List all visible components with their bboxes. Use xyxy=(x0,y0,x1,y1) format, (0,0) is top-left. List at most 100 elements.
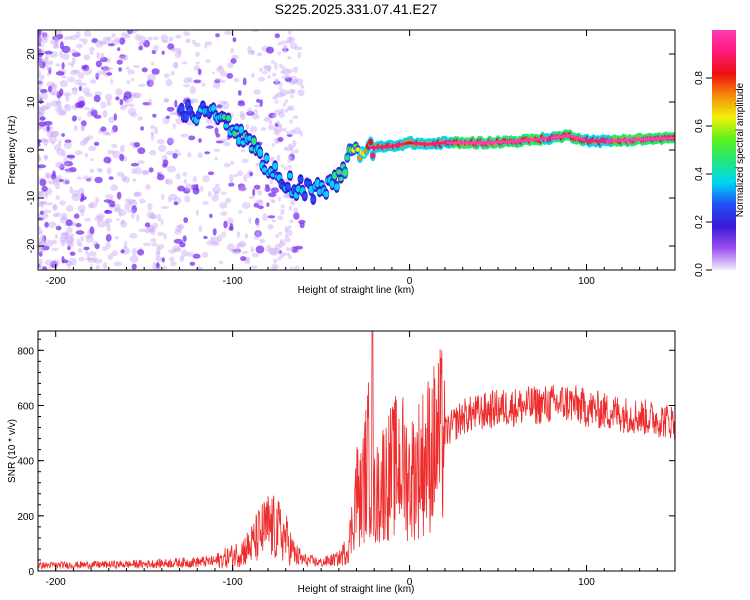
noise-blob xyxy=(46,173,51,180)
colorbar-ticks: 0.0 0.2 0.4 0.6 0.8 xyxy=(694,71,712,277)
snr-panel: -200 -100 0 100 0 200 400 600 800 Height of stra… xyxy=(7,330,676,595)
noise-blob xyxy=(137,160,145,165)
noise-blob xyxy=(292,115,299,119)
noise-blob xyxy=(38,44,46,48)
noise-blob xyxy=(272,95,277,100)
noise-blob xyxy=(80,124,85,132)
noise-blob xyxy=(140,126,145,131)
noise-blob xyxy=(283,146,288,151)
noise-blob xyxy=(284,99,289,104)
noise-blob xyxy=(221,101,230,110)
noise-blob xyxy=(113,113,118,121)
noise-blob xyxy=(77,204,86,213)
noise-blob xyxy=(106,167,112,175)
ridge-blob xyxy=(183,113,189,121)
noise-blob xyxy=(86,253,91,259)
noise-blob xyxy=(78,242,82,248)
noise-blob xyxy=(58,139,62,146)
noise-blob xyxy=(75,223,82,228)
noise-blob xyxy=(44,259,54,266)
noise-blob xyxy=(83,137,91,142)
noise-blob xyxy=(59,51,63,59)
colorbar-label: Normalized spectral amplitude xyxy=(735,82,746,217)
noise-blob xyxy=(51,239,58,245)
noise-blob xyxy=(127,107,136,116)
noise-blob xyxy=(267,215,276,219)
noise-blob xyxy=(283,40,290,44)
noise-blob xyxy=(66,154,76,159)
noise-blob xyxy=(64,180,70,185)
noise-blob xyxy=(167,137,176,145)
noise-blob xyxy=(173,201,179,206)
noise-blob xyxy=(292,139,297,148)
noise-blob xyxy=(156,139,165,145)
noise-blob xyxy=(38,245,45,254)
ridge-blob xyxy=(272,162,278,170)
noise-blob xyxy=(65,219,73,227)
noise-blob xyxy=(276,154,281,162)
noise-blob xyxy=(38,226,41,230)
noise-blob xyxy=(64,168,74,172)
noise-blob xyxy=(76,238,81,246)
noise-blob xyxy=(152,113,157,118)
noise-blob xyxy=(202,251,209,258)
noise-blob xyxy=(214,156,218,161)
spectrogram-ytick-label: 20 xyxy=(26,48,37,60)
noise-blob xyxy=(165,78,173,87)
spectrogram-xtick-label: 100 xyxy=(578,276,595,287)
noise-blob xyxy=(38,95,43,102)
noise-blob xyxy=(241,148,246,153)
noise-blob xyxy=(134,191,142,197)
noise-blob xyxy=(191,184,198,191)
snr-xtick-label: 0 xyxy=(407,577,413,588)
noise-blob xyxy=(230,58,237,64)
noise-blob xyxy=(38,190,48,196)
noise-blob xyxy=(207,171,215,176)
noise-blob xyxy=(288,247,293,252)
ridge-blob xyxy=(225,115,231,122)
noise-blob xyxy=(41,245,50,251)
noise-blob xyxy=(43,154,49,160)
noise-blob xyxy=(82,38,88,45)
noise-blob xyxy=(112,125,118,133)
noise-blob xyxy=(271,142,276,147)
noise-blob xyxy=(266,46,274,54)
noise-blob xyxy=(142,242,152,247)
noise-blob xyxy=(38,110,44,116)
noise-blob xyxy=(111,250,119,257)
noise-blob xyxy=(168,36,174,42)
noise-blob xyxy=(183,187,191,194)
ridge-blob xyxy=(302,193,308,199)
noise-blob xyxy=(90,158,95,162)
noise-blob xyxy=(264,65,272,71)
noise-blob xyxy=(210,241,220,247)
noise-blob xyxy=(98,169,103,173)
noise-blob xyxy=(104,217,113,224)
noise-blob xyxy=(268,119,273,125)
noise-blob xyxy=(150,214,157,220)
noise-blob xyxy=(100,52,105,60)
noise-blob xyxy=(137,147,146,155)
noise-blob xyxy=(134,167,142,175)
noise-blob xyxy=(80,120,87,127)
noise-blob xyxy=(255,222,260,228)
noise-blob xyxy=(223,162,231,168)
noise-blob xyxy=(105,194,114,199)
noise-blob xyxy=(287,155,292,159)
noise-blob xyxy=(39,265,44,270)
noise-blob xyxy=(39,98,43,105)
noise-blob xyxy=(152,222,159,229)
snr-ytick-label: 0 xyxy=(28,567,34,578)
noise-blob xyxy=(263,118,270,122)
noise-blob xyxy=(147,36,153,41)
noise-blob xyxy=(145,184,151,190)
noise-blob xyxy=(252,188,256,197)
noise-blob xyxy=(113,208,123,213)
noise-blob xyxy=(100,126,107,132)
noise-blob xyxy=(38,139,42,144)
spectrogram-ytick-label: 10 xyxy=(26,96,37,108)
noise-blob xyxy=(38,108,45,115)
noise-blob xyxy=(186,251,195,257)
noise-blob xyxy=(150,124,155,130)
noise-blob xyxy=(43,141,48,147)
